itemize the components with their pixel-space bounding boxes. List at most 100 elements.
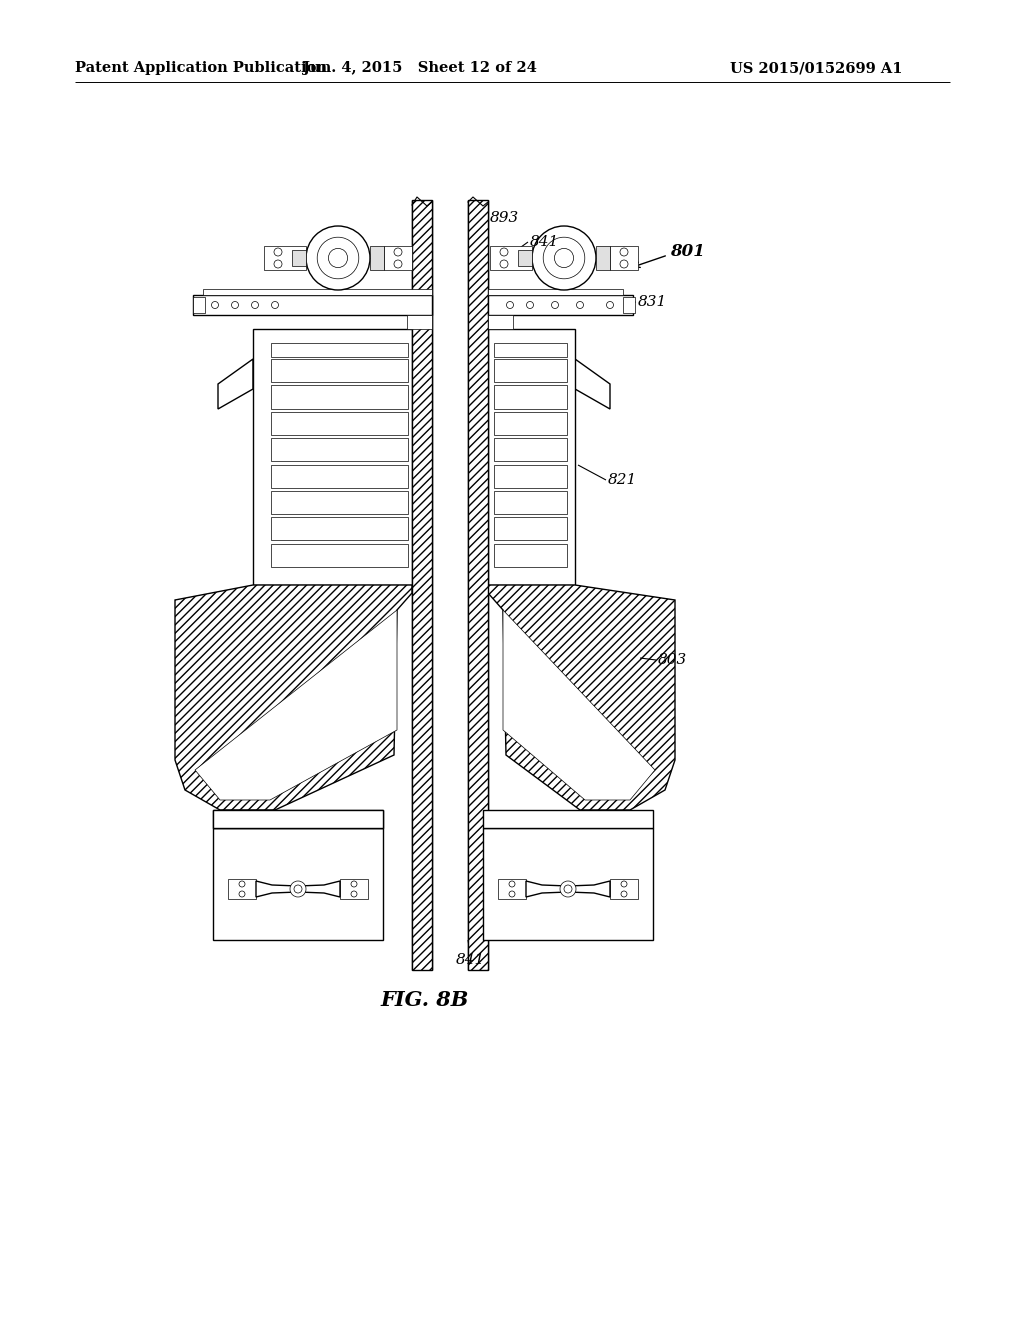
Bar: [596, 246, 610, 271]
Polygon shape: [488, 585, 675, 810]
Bar: [494, 412, 567, 436]
Bar: [271, 544, 408, 566]
Circle shape: [317, 238, 358, 279]
Circle shape: [507, 301, 513, 309]
Text: FIG. 8B: FIG. 8B: [380, 990, 468, 1010]
Bar: [488, 315, 513, 329]
Text: Jun. 4, 2015   Sheet 12 of 24: Jun. 4, 2015 Sheet 12 of 24: [303, 61, 537, 75]
Bar: [483, 810, 653, 828]
Text: 821: 821: [608, 473, 637, 487]
Polygon shape: [218, 359, 253, 409]
Circle shape: [271, 301, 279, 309]
Circle shape: [239, 880, 245, 887]
Circle shape: [500, 260, 508, 268]
Bar: [271, 491, 408, 513]
Bar: [407, 315, 432, 329]
Polygon shape: [468, 201, 488, 970]
Circle shape: [274, 260, 282, 268]
Bar: [271, 438, 408, 461]
Circle shape: [231, 301, 239, 309]
Bar: [340, 879, 368, 899]
Circle shape: [621, 891, 627, 898]
Circle shape: [554, 248, 573, 268]
Bar: [488, 329, 575, 585]
Polygon shape: [575, 359, 610, 409]
Bar: [494, 465, 567, 487]
Bar: [483, 828, 653, 940]
Bar: [494, 491, 567, 513]
Bar: [494, 385, 567, 409]
Text: 841: 841: [456, 953, 484, 968]
Text: 803: 803: [658, 653, 687, 667]
Circle shape: [239, 891, 245, 898]
Circle shape: [394, 248, 402, 256]
Bar: [264, 246, 306, 271]
Circle shape: [274, 248, 282, 256]
Bar: [213, 828, 383, 940]
Bar: [623, 297, 635, 313]
Bar: [213, 810, 383, 828]
Bar: [494, 517, 567, 540]
Bar: [271, 517, 408, 540]
Bar: [271, 412, 408, 436]
Bar: [610, 879, 638, 899]
Circle shape: [526, 301, 534, 309]
Bar: [494, 544, 567, 566]
Bar: [498, 879, 526, 899]
Bar: [494, 438, 567, 461]
Bar: [370, 246, 384, 271]
Bar: [292, 249, 306, 267]
Polygon shape: [412, 201, 432, 970]
Polygon shape: [195, 610, 397, 800]
Circle shape: [620, 248, 628, 256]
Polygon shape: [175, 585, 412, 810]
Circle shape: [252, 301, 258, 309]
Bar: [494, 359, 567, 383]
Circle shape: [294, 884, 302, 894]
Circle shape: [329, 248, 347, 268]
Circle shape: [620, 260, 628, 268]
Bar: [193, 297, 205, 313]
Bar: [494, 343, 567, 356]
Circle shape: [564, 884, 572, 894]
Bar: [384, 246, 412, 271]
Bar: [271, 465, 408, 487]
Bar: [490, 246, 532, 271]
Bar: [488, 294, 633, 315]
Circle shape: [552, 301, 558, 309]
Bar: [271, 359, 408, 383]
Circle shape: [577, 301, 584, 309]
Bar: [610, 246, 638, 271]
Circle shape: [543, 238, 585, 279]
Circle shape: [606, 301, 613, 309]
Circle shape: [351, 880, 357, 887]
Circle shape: [212, 301, 218, 309]
Bar: [271, 385, 408, 409]
Text: 841: 841: [530, 235, 559, 249]
Polygon shape: [526, 880, 610, 898]
Text: 893: 893: [490, 211, 519, 224]
Circle shape: [500, 248, 508, 256]
Polygon shape: [503, 610, 655, 800]
Bar: [518, 249, 532, 267]
Bar: [203, 289, 432, 294]
Circle shape: [306, 226, 370, 290]
Bar: [271, 343, 408, 356]
Circle shape: [621, 880, 627, 887]
Text: Patent Application Publication: Patent Application Publication: [75, 61, 327, 75]
Circle shape: [509, 880, 515, 887]
Bar: [228, 879, 256, 899]
Bar: [488, 289, 623, 294]
Circle shape: [351, 891, 357, 898]
Circle shape: [532, 226, 596, 290]
Text: 831: 831: [638, 294, 668, 309]
Bar: [193, 294, 432, 315]
Bar: [253, 329, 412, 585]
Bar: [213, 810, 383, 828]
Text: US 2015/0152699 A1: US 2015/0152699 A1: [730, 61, 902, 75]
Circle shape: [290, 880, 306, 898]
Circle shape: [560, 880, 575, 898]
Polygon shape: [256, 880, 340, 898]
Text: 801: 801: [670, 243, 705, 260]
Circle shape: [509, 891, 515, 898]
